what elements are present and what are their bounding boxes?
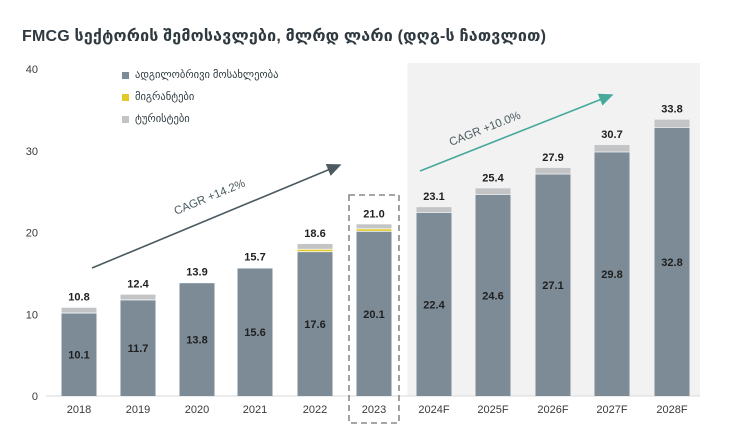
legend-label-tourists: ტურისტები: [135, 113, 190, 125]
bar-total-label: 27.9: [542, 152, 563, 164]
bar-inner-label: 22.4: [423, 299, 445, 311]
x-tick-label: 2024F: [418, 404, 449, 416]
bar-inner-label: 20.1: [363, 309, 384, 321]
bar-segment-local: [237, 268, 273, 396]
y-tick-label: 10: [26, 309, 38, 321]
bar-segment-tourists: [356, 224, 392, 229]
legend-label-migrants: მიგრანტები: [135, 91, 195, 103]
bar-segment-local: [120, 300, 156, 396]
bar-segment-tourists: [475, 188, 511, 195]
bar-segment-local: [594, 152, 630, 396]
legend: ადგილობრივი მოსახლეობა მიგრანტები ტურისტ…: [122, 64, 278, 130]
bar-segment-local: [654, 127, 690, 397]
bar-segment-local: [179, 283, 215, 396]
bar-segment-local: [297, 252, 333, 396]
legend-item-local: ადგილობრივი მოსახლეობა: [122, 64, 278, 86]
bar-inner-label: 13.8: [186, 335, 207, 347]
bar-total-label: 13.9: [186, 266, 207, 278]
legend-swatch-local: [122, 71, 129, 79]
legend-item-tourists: ტურისტები: [122, 108, 278, 130]
legend-label-local: ადგილობრივი მოსახლეობა: [135, 69, 279, 81]
y-tick-label: 20: [26, 228, 38, 240]
x-tick-label: 2025F: [477, 404, 508, 416]
bar-inner-label: 24.6: [482, 290, 503, 302]
bar-inner-label: 27.1: [542, 280, 563, 292]
legend-swatch-migrants: [122, 93, 129, 101]
y-tick-label: 40: [26, 64, 38, 76]
x-tick-label: 2027F: [596, 404, 627, 416]
bar-inner-label: 17.6: [304, 319, 325, 331]
bar-total-label: 18.6: [304, 228, 325, 240]
bar-segment-local: [535, 174, 571, 396]
bar-total-label: 23.1: [423, 191, 444, 203]
x-tick-label: 2021: [243, 404, 267, 416]
bar-total-label: 15.7: [244, 252, 265, 264]
bar-inner-label: 10.1: [68, 350, 89, 362]
y-tick-label: 30: [26, 146, 38, 158]
bar-segment-tourists: [61, 307, 97, 313]
highlight-box-2023: [348, 194, 400, 424]
legend-item-migrants: მიგრანტები: [122, 86, 278, 108]
cagr-label: CAGR +14.2%: [173, 178, 248, 218]
bar-total-label: 30.7: [601, 129, 622, 141]
chart-title: FMCG სექტორის შემოსავლები, მლრდ ლარი (დღ…: [22, 28, 547, 45]
bar-segment-local: [475, 194, 511, 396]
x-tick-label: 2028F: [656, 404, 687, 416]
bar-segment-tourists: [120, 294, 156, 300]
cagr-arrow: [91, 163, 342, 269]
bar-segment-tourists: [654, 119, 690, 128]
bar-inner-label: 15.6: [244, 327, 265, 339]
bar-segment-tourists: [594, 145, 630, 152]
legend-swatch-tourists: [122, 115, 129, 123]
bar-segment-migrants: [297, 249, 333, 252]
bar-segment-local: [356, 231, 392, 396]
y-tick-label: 0: [32, 391, 38, 403]
bar-segment-tourists: [416, 207, 452, 213]
bar-segment-local: [416, 212, 452, 396]
x-tick-label: 2026F: [537, 404, 568, 416]
bar-segment-tourists: [535, 167, 571, 174]
bar-total-label: 25.4: [482, 172, 504, 184]
bar-total-label: 10.8: [68, 292, 89, 304]
cagr-arrow: [419, 93, 614, 172]
x-tick-label: 2020: [185, 404, 209, 416]
bar-segment-local: [61, 313, 97, 396]
bar-inner-label: 29.8: [601, 269, 622, 281]
x-tick-label: 2023: [362, 404, 386, 416]
bar-segment-tourists: [297, 243, 333, 249]
x-tick-label: 2019: [126, 404, 150, 416]
x-tick-label: 2018: [67, 404, 91, 416]
bar-total-label: 12.4: [127, 279, 149, 291]
bar-inner-label: 11.7: [128, 343, 149, 355]
bar-total-label: 33.8: [661, 104, 682, 116]
bar-inner-label: 32.8: [661, 257, 682, 269]
bar-segment-migrants: [356, 229, 392, 231]
bar-total-label: 21.0: [363, 208, 384, 220]
x-tick-label: 2022: [303, 404, 327, 416]
